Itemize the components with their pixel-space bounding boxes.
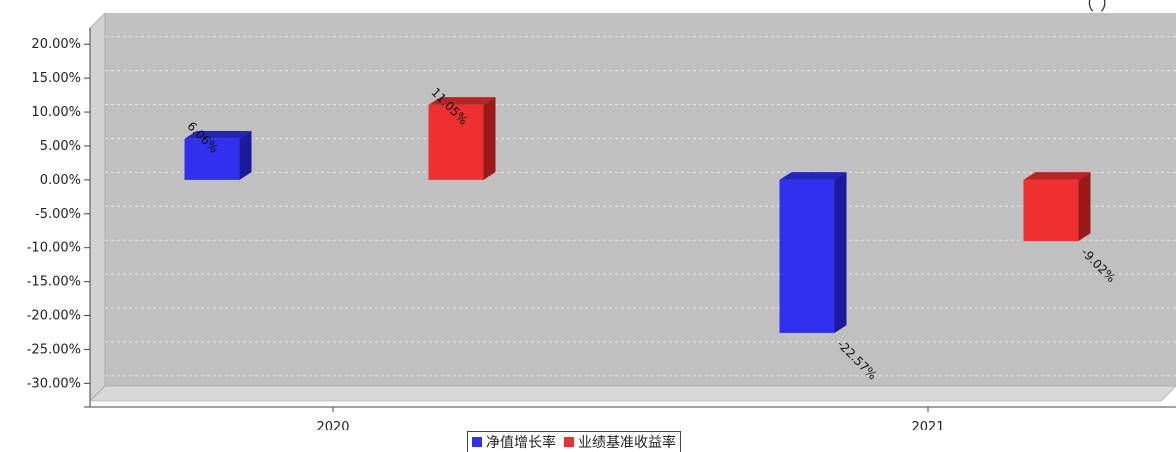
y-tick-label: 5.00% [40, 139, 81, 154]
legend-item-benchmark: 业绩基准收益率 [564, 432, 676, 452]
bar-side [239, 130, 252, 180]
bar-top [779, 172, 847, 180]
y-tick-label: 10.00% [31, 105, 81, 120]
bar [1023, 179, 1079, 242]
legend-swatch-nav-growth [472, 437, 482, 447]
bar [184, 138, 240, 180]
bar-top [1023, 172, 1091, 180]
y-tick-label: -5.00% [35, 207, 81, 222]
bar-side [834, 172, 847, 333]
legend: 净值增长率 业绩基准收益率 [467, 431, 681, 452]
plot-left-wall [89, 12, 106, 402]
y-tick-label: -15.00% [27, 275, 81, 290]
y-tick-label: -20.00% [27, 309, 81, 324]
bar-top [184, 130, 252, 139]
legend-swatch-benchmark [564, 437, 574, 447]
x-category-label: 2020 [316, 420, 349, 430]
bar-side [1078, 172, 1091, 242]
plot-background [105, 13, 1176, 386]
plot-area: 20.00% 15.00% 10.00% 5.00% 0.00% -5.00% -10.00… [27, 12, 1176, 430]
bar [428, 104, 484, 180]
bar [779, 179, 835, 333]
y-tick-label: 20.00% [31, 37, 81, 52]
legend-label-benchmark: 业绩基准收益率 [578, 435, 676, 451]
x-category-label: 2021 [911, 420, 944, 430]
bar-side [483, 97, 496, 180]
y-tick-label: -30.00% [27, 376, 81, 391]
bar-top [428, 97, 496, 105]
legend-label-nav-growth: 净值增长率 [486, 435, 556, 451]
y-tick-label: 0.00% [40, 173, 81, 188]
y-tick-label: -25.00% [27, 342, 81, 357]
y-tick-label: -10.00% [27, 241, 81, 256]
legend-item-nav-growth: 净值增长率 [472, 432, 556, 452]
chart-title-fragment: （ ） [1076, 0, 1118, 15]
plot-floor [89, 385, 1176, 402]
y-tick-label: 15.00% [31, 71, 81, 86]
